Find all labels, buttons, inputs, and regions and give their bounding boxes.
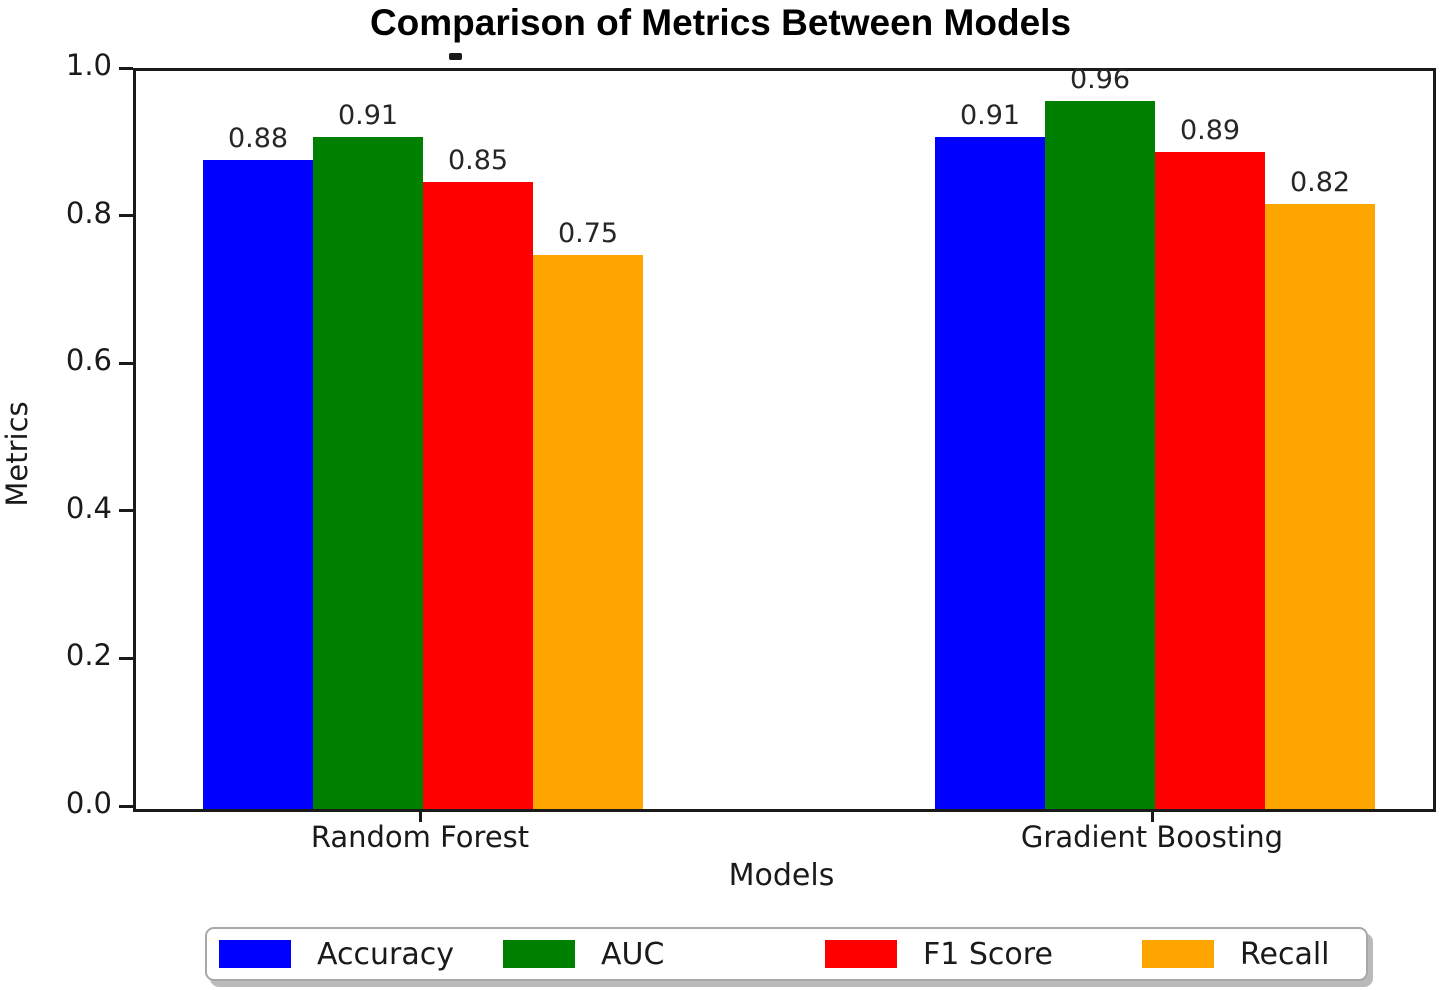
y-tick-label: 0.8 <box>65 195 112 230</box>
legend-label: Recall <box>1240 936 1330 972</box>
legend: Accuracy AUC F1 Score Recall <box>205 927 1368 981</box>
bar-auc <box>313 137 423 809</box>
bar-value-label: 0.88 <box>227 123 289 154</box>
y-tick-mark <box>119 509 133 513</box>
y-tick-mark <box>119 214 133 218</box>
y-tick-mark <box>119 361 133 365</box>
bar-value-label: 0.89 <box>1179 115 1241 146</box>
legend-item-recall: Recall <box>1142 929 1330 979</box>
x-tick-label-gradient-boosting: Gradient Boosting <box>1020 820 1284 854</box>
y-tick-mark <box>119 656 133 660</box>
x-tick-mark <box>1150 809 1154 822</box>
legend-label: Accuracy <box>317 936 454 972</box>
bar-value-label: 0.82 <box>1289 167 1351 198</box>
legend-item-auc: AUC <box>503 929 664 979</box>
legend-item-f1-score: F1 Score <box>825 929 1053 979</box>
bar-recall <box>1265 204 1375 809</box>
legend-label: AUC <box>601 936 665 972</box>
y-tick-mark <box>119 66 133 70</box>
y-tick-mark <box>119 804 133 808</box>
bar-value-label: 0.96 <box>1069 64 1131 95</box>
legend-swatch-icon <box>503 940 575 968</box>
plot-area: 0.88 0.91 0.85 0.75 0.91 0.96 0.89 0.82 <box>133 64 1436 812</box>
y-tick-label: 0.0 <box>65 786 112 820</box>
legend-item-accuracy: Accuracy <box>219 929 454 979</box>
bar-accuracy <box>935 137 1045 809</box>
bar-auc <box>1045 101 1155 809</box>
bar-value-label: 0.75 <box>557 218 619 249</box>
bar-f1-score <box>423 182 533 809</box>
bar-value-label: 0.85 <box>447 145 509 176</box>
bar-f1-score <box>1155 152 1265 809</box>
y-tick-label: 1.0 <box>65 48 112 82</box>
legend-swatch-icon <box>825 940 897 968</box>
bar-accuracy <box>203 160 313 809</box>
bar-value-label: 0.91 <box>959 100 1021 131</box>
legend-label: F1 Score <box>923 936 1053 972</box>
stray-mark <box>449 53 462 60</box>
legend-swatch-icon <box>219 940 291 968</box>
x-tick-label-random-forest: Random Forest <box>310 820 530 854</box>
bar-recall <box>533 255 643 809</box>
bar-value-label: 0.91 <box>337 100 399 131</box>
chart-title: Comparison of Metrics Between Models <box>369 2 1072 43</box>
x-axis-label: Models <box>728 858 835 893</box>
y-tick-label: 0.2 <box>65 638 112 673</box>
x-tick-mark <box>418 809 422 822</box>
y-tick-label: 0.4 <box>65 490 112 525</box>
y-tick-label: 0.6 <box>65 343 112 378</box>
legend-swatch-icon <box>1142 940 1214 968</box>
